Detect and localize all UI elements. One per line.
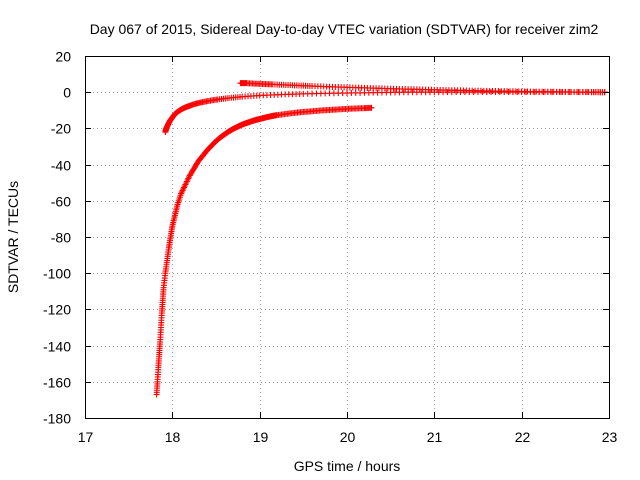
data-points <box>153 80 608 398</box>
y-axis-label: SDTVAR / TECUs <box>5 181 21 293</box>
y-tick-label: -140 <box>43 339 71 355</box>
y-axis-tick-labels: 20 0 -20 -40 -60 -80 -100 -120 -140 -160 -180 <box>43 49 71 427</box>
y-tick-label: 0 <box>63 85 71 101</box>
series-arc-1 <box>153 104 375 398</box>
chart-title: Day 067 of 2015, Sidereal Day-to-day VTE… <box>90 21 599 37</box>
y-tick-label: -120 <box>43 302 71 318</box>
x-tick-label: 19 <box>253 429 269 445</box>
x-tick-label: 23 <box>602 429 618 445</box>
y-tick-label: -100 <box>43 266 71 282</box>
data-point <box>368 104 375 111</box>
x-tick-label: 18 <box>165 429 181 445</box>
x-tick-label: 22 <box>515 429 531 445</box>
y-tick-label: -40 <box>51 158 71 174</box>
axis-ticks <box>85 56 610 419</box>
y-tick-label: -180 <box>43 411 71 427</box>
x-axis-tick-labels: 17 18 19 20 21 22 23 <box>78 429 618 445</box>
x-tick-label: 20 <box>340 429 356 445</box>
x-tick-label: 17 <box>78 429 94 445</box>
x-tick-label: 21 <box>427 429 443 445</box>
y-tick-label: -80 <box>51 230 71 246</box>
y-tick-label: -20 <box>51 121 71 137</box>
grid <box>85 56 609 418</box>
y-tick-label: -60 <box>51 194 71 210</box>
y-tick-label: -160 <box>43 375 71 391</box>
x-axis-label: GPS time / hours <box>294 458 401 474</box>
y-tick-label: 20 <box>55 49 71 65</box>
series-arc-3 <box>237 80 608 96</box>
